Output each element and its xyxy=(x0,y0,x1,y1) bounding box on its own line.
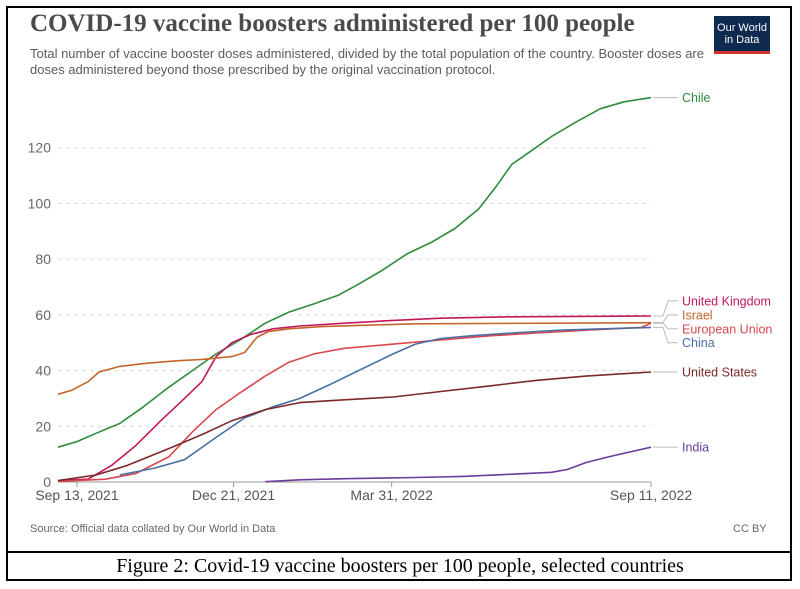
logo-line-2: in Data xyxy=(724,34,760,46)
y-tick-label: 40 xyxy=(35,363,51,379)
y-tick-label: 100 xyxy=(28,195,52,211)
x-tick-label: Sep 11, 2022 xyxy=(610,487,692,503)
y-tick-label: 60 xyxy=(35,307,51,323)
label-connector xyxy=(653,322,678,330)
series-label: European Union xyxy=(682,322,772,336)
series-label: India xyxy=(682,441,709,455)
caption-box xyxy=(8,551,790,579)
label-connector xyxy=(653,326,678,344)
series-label: Chile xyxy=(682,91,711,105)
line-chart: 0 20 40 60 80 100 120 Sep 13, 2021 Dec 21, 2021 M… xyxy=(28,91,773,503)
y-tick-label: 20 xyxy=(35,418,51,434)
x-tick-label: Sep 13, 2021 xyxy=(35,487,119,503)
series-line xyxy=(265,446,652,483)
series-line xyxy=(57,322,652,483)
label-connector xyxy=(653,300,678,317)
license-link[interactable]: CC BY xyxy=(733,523,767,535)
y-tick-label: 80 xyxy=(35,251,51,267)
chart-title: COVID-19 vaccine boosters administered p… xyxy=(30,10,635,37)
figure-caption: Figure 2: Covid-19 vaccine boosters per … xyxy=(116,555,684,577)
chart-subtitle: Total number of vaccine booster doses ad… xyxy=(30,46,704,77)
label-connector xyxy=(653,314,678,324)
x-tick-label: Dec 21, 2021 xyxy=(192,487,275,503)
y-tick-label: 0 xyxy=(43,474,51,490)
series-label: United Kingdom xyxy=(682,294,771,308)
source-note: Source: Official data collated by Our Wo… xyxy=(30,523,276,535)
series-label: United States xyxy=(682,365,757,379)
series-line xyxy=(57,371,652,482)
series-label: Israel xyxy=(682,308,713,322)
series-line xyxy=(119,326,652,476)
owid-logo[interactable]: Our World in Data xyxy=(714,16,770,54)
logo-line-1: Our World xyxy=(717,22,767,34)
series-line xyxy=(57,321,652,396)
y-tick-label: 120 xyxy=(28,140,52,156)
series-label: China xyxy=(682,336,715,350)
figure-frame xyxy=(6,6,792,581)
x-tick-label: Mar 31, 2022 xyxy=(350,487,433,503)
series-line xyxy=(57,96,652,448)
series-line xyxy=(57,315,652,482)
